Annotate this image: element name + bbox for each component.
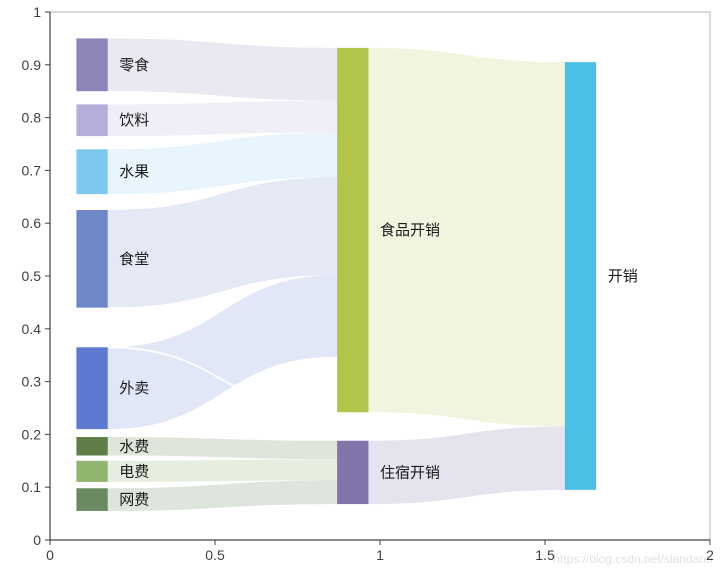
watermark: https://blog.csdn.net/slandarer xyxy=(553,552,714,566)
y-tick-label: 0.7 xyxy=(22,162,42,178)
x-tick-label: 0 xyxy=(46,547,54,563)
sankey-node-label: 水果 xyxy=(119,164,149,181)
sankey-node-label: 外卖 xyxy=(119,380,149,397)
sankey-node xyxy=(565,62,596,490)
sankey-node xyxy=(76,347,107,429)
sankey-node xyxy=(76,210,107,308)
sankey-node-label: 电费 xyxy=(119,463,149,480)
sankey-node-label: 饮料 xyxy=(119,112,149,129)
sankey-node-label: 食品开销 xyxy=(380,222,440,239)
y-tick-label: 0.1 xyxy=(22,479,42,495)
sankey-node-label: 住宿开销 xyxy=(380,464,440,481)
sankey-node xyxy=(76,38,107,91)
x-tick-label: 1.5 xyxy=(535,547,555,563)
y-tick-label: 0.4 xyxy=(22,321,42,337)
sankey-node-label: 开销 xyxy=(608,268,638,285)
y-tick-label: 1 xyxy=(33,4,41,20)
sankey-node-label: 零食 xyxy=(119,57,149,74)
sankey-node xyxy=(76,149,107,194)
y-tick-label: 0.2 xyxy=(22,426,42,442)
x-tick-label: 1 xyxy=(376,547,384,563)
sankey-chart: 00.10.20.30.40.50.60.70.80.9100.511.52零食… xyxy=(0,0,724,577)
y-tick-label: 0.5 xyxy=(22,268,42,284)
y-tick-label: 0.9 xyxy=(22,57,42,73)
sankey-node xyxy=(337,441,368,504)
x-tick-label: 0.5 xyxy=(205,547,225,563)
y-tick-label: 0.6 xyxy=(22,215,42,231)
y-tick-label: 0 xyxy=(33,532,41,548)
sankey-node xyxy=(76,437,107,455)
sankey-node-label: 网费 xyxy=(119,492,149,509)
sankey-node xyxy=(337,48,368,412)
sankey-node xyxy=(76,104,107,136)
sankey-node xyxy=(76,461,107,482)
y-tick-label: 0.8 xyxy=(22,110,42,126)
sankey-node xyxy=(76,488,107,511)
sankey-node-label: 水费 xyxy=(119,438,149,455)
sankey-node-label: 食堂 xyxy=(119,251,149,268)
y-tick-label: 0.3 xyxy=(22,374,42,390)
